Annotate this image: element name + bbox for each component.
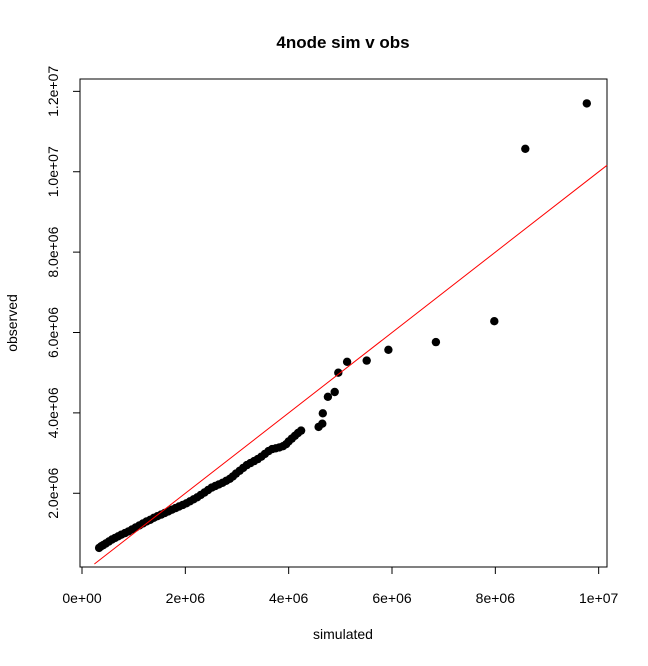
data-point bbox=[582, 99, 591, 108]
y-axis: 2.0e+06 4.0e+06 6.0e+06 8.0e+06 1.0e+07 1.2e+… bbox=[45, 66, 81, 519]
y-tick-label: 4.0e+06 bbox=[45, 387, 61, 438]
x-axis: 0e+00 2e+06 4e+06 6e+06 8e+06 1e+07 bbox=[62, 566, 619, 606]
y-tick-label: 6.0e+06 bbox=[45, 307, 61, 358]
data-point bbox=[384, 345, 393, 354]
data-point bbox=[318, 419, 327, 428]
data-point bbox=[323, 392, 333, 401]
chart-title: 4node sim v obs bbox=[276, 33, 409, 52]
x-tick-label: 4e+06 bbox=[269, 590, 309, 606]
x-tick-label: 8e+06 bbox=[476, 590, 516, 606]
data-point bbox=[521, 144, 530, 153]
data-point bbox=[342, 357, 352, 366]
data-point bbox=[490, 317, 499, 326]
plot-frame bbox=[79, 78, 608, 568]
x-tick-label: 1e+07 bbox=[579, 590, 619, 606]
y-tick-label: 1.2e+07 bbox=[45, 66, 61, 117]
data-point bbox=[330, 387, 339, 397]
data-point bbox=[334, 368, 343, 377]
data-point bbox=[362, 356, 371, 365]
y-axis-label: observed bbox=[4, 294, 20, 352]
x-tick-label: 2e+06 bbox=[166, 590, 206, 606]
data-point bbox=[296, 426, 306, 435]
data-point bbox=[318, 409, 327, 418]
y-tick-label: 1.0e+07 bbox=[45, 146, 61, 197]
y-tick-label: 8.0e+06 bbox=[45, 226, 61, 277]
data-points bbox=[94, 99, 591, 553]
reference-line bbox=[94, 164, 608, 565]
y-tick-label: 2.0e+06 bbox=[45, 468, 61, 519]
x-tick-label: 0e+00 bbox=[62, 590, 102, 606]
data-point bbox=[431, 337, 441, 347]
x-axis-label: simulated bbox=[313, 626, 373, 642]
x-tick-label: 6e+06 bbox=[372, 590, 412, 606]
